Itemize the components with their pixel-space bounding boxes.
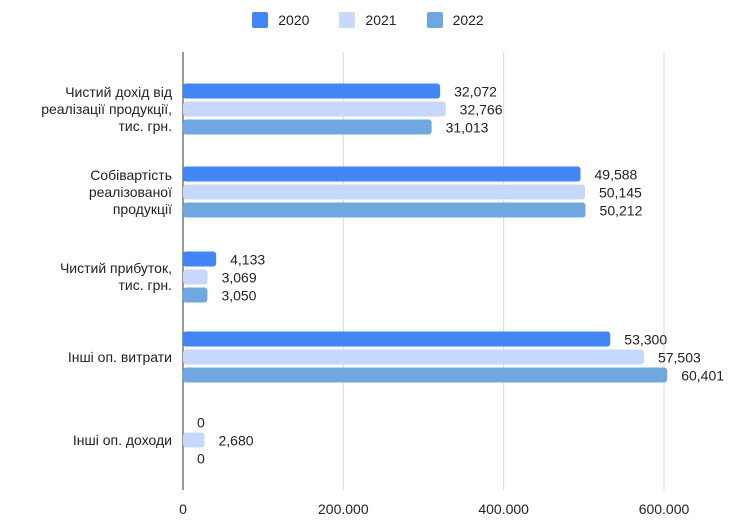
bar-2022-3 [183,367,668,383]
x-tick-label: 0 [179,501,187,517]
bar-2021-3 [183,349,644,365]
value-label-2021-3: 57,503 [658,350,701,366]
value-label-2021-1: 50,145 [599,185,642,201]
category-label-line: Собівартість [90,166,172,183]
value-label-2020-2: 4,133 [230,252,265,268]
value-label-2020-4: 0 [197,415,205,431]
category-label-line: Чистий дохід від [65,83,172,100]
legend-label-2020: 2020 [278,12,310,28]
value-label-2021-0: 32,766 [460,102,503,118]
bar-2022-1 [183,202,586,218]
bar-2021-4 [183,432,205,448]
x-tick-label: 200.000 [318,501,369,517]
legend-item-2020[interactable]: 2020 [252,12,309,28]
bar-2022-0 [183,119,432,135]
category-label: Інші оп. витрати [0,349,172,366]
category-label: Інші оп. доходи [0,432,172,449]
x-tick-label: 600.000 [639,501,690,517]
value-label-2022-0: 31,013 [446,120,489,136]
bar-2021-0 [183,101,446,117]
bar-2020-1 [183,166,581,182]
value-label-2022-3: 60,401 [681,368,724,384]
bar-2020-3 [183,331,611,347]
legend-item-2021[interactable]: 2021 [339,12,397,28]
legend-label-2021: 2021 [365,12,397,28]
value-label-2020-3: 53,300 [624,332,667,348]
legend-swatch-2022 [426,12,443,28]
bar-2020-2 [183,251,217,267]
value-label-2020-1: 49,588 [595,167,638,183]
category-label-line: реалізації продукції, [41,100,172,117]
value-label-2022-1: 50,212 [600,203,643,219]
category-label-line: тис. грн. [118,277,172,293]
value-label-2022-2: 3,050 [221,288,256,304]
bar-2020-0 [183,83,441,99]
category-label-line: Чистий прибуток, [59,260,172,276]
category-label: Собівартість реалізованої продукції [0,167,172,218]
value-label-2021-4: 2,680 [218,433,253,449]
category-label-line: продукції [112,200,172,217]
legend-swatch-2021 [339,12,356,28]
legend-label-2022: 2022 [452,12,484,28]
bar-2021-2 [183,269,208,285]
x-tick-label: 400.000 [478,501,529,517]
category-label-line: тис. грн. [118,117,172,134]
bar-2021-1 [183,184,585,200]
legend: 2020 2021 2022 [0,12,736,28]
category-label-line: реалізованої [88,183,172,200]
value-label-2020-0: 32,072 [454,84,497,100]
legend-item-2022[interactable]: 2022 [426,12,484,28]
value-label-2022-4: 0 [197,451,205,467]
legend-swatch-2020 [252,12,269,28]
value-label-2021-2: 3,069 [222,270,257,286]
bar-2022-2 [183,287,208,303]
category-label-line: Інші оп. витрати [67,348,172,365]
category-label: Чистий прибуток, тис. грн. [0,260,172,294]
category-label: Чистий дохід від реалізації продукції, тис… [0,84,172,135]
category-label-line: Інші оп. доходи [72,431,172,448]
